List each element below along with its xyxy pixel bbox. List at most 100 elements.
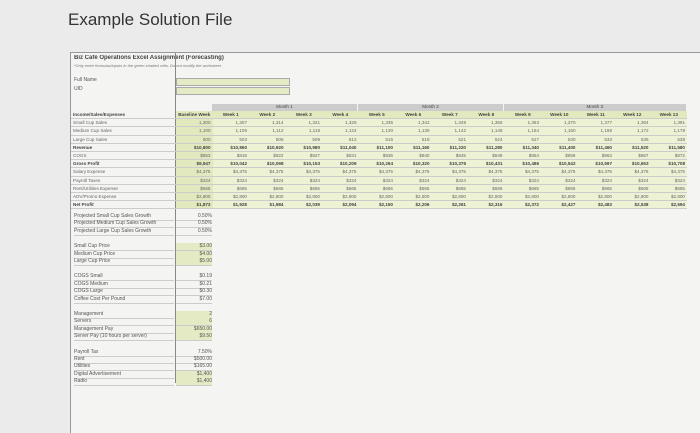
- cell[interactable]: $11,580: [650, 143, 687, 152]
- cell[interactable]: $4,375: [614, 167, 651, 177]
- cell[interactable]: $665: [504, 184, 541, 193]
- cell[interactable]: 1,363: [504, 118, 541, 128]
- cell[interactable]: $858: [541, 151, 578, 161]
- assumption-value[interactable]: 0.50%: [176, 228, 212, 236]
- cell[interactable]: $2,039: [285, 200, 322, 210]
- assumption-value[interactable]: $5.00: [176, 258, 212, 266]
- cell[interactable]: $324: [285, 176, 322, 185]
- cell[interactable]: 1,100: [176, 126, 213, 136]
- cell[interactable]: $324: [212, 176, 249, 185]
- cell[interactable]: $10,708: [650, 159, 687, 169]
- cell[interactable]: $324: [504, 176, 541, 185]
- cell[interactable]: $10,597: [577, 159, 614, 169]
- cell[interactable]: $10,264: [358, 159, 395, 169]
- cell[interactable]: 509: [285, 135, 322, 144]
- cell[interactable]: $11,220: [431, 143, 468, 152]
- cell[interactable]: $665: [358, 184, 395, 193]
- cell[interactable]: $665: [614, 184, 651, 193]
- cell[interactable]: $2,150: [358, 200, 395, 210]
- cell[interactable]: $10,375: [431, 159, 468, 169]
- assumption-value[interactable]: 0.50%: [176, 220, 212, 229]
- cell[interactable]: $665: [322, 184, 359, 193]
- cell[interactable]: $818: [212, 151, 249, 161]
- cell[interactable]: $324: [541, 176, 578, 185]
- assumption-value[interactable]: $0.21: [176, 281, 212, 289]
- cell[interactable]: 1,142: [431, 126, 468, 136]
- cell[interactable]: $665: [577, 184, 614, 193]
- cell[interactable]: $2,800: [212, 192, 249, 202]
- cell[interactable]: $4,375: [431, 167, 468, 177]
- cell[interactable]: $10,653: [614, 159, 651, 169]
- cell[interactable]: 1,166: [577, 126, 614, 136]
- assumption-value[interactable]: $0.19: [176, 273, 212, 282]
- cell[interactable]: $665: [468, 184, 505, 193]
- cell[interactable]: 512: [322, 135, 359, 144]
- cell[interactable]: 1,328: [322, 118, 359, 128]
- cell[interactable]: $10,980: [285, 143, 322, 152]
- cell[interactable]: $665: [249, 184, 286, 193]
- cell[interactable]: 536: [614, 135, 651, 144]
- cell[interactable]: $11,040: [322, 143, 359, 152]
- cell[interactable]: $2,206: [395, 200, 432, 210]
- cell[interactable]: $853: [176, 151, 213, 161]
- cell[interactable]: 1,335: [358, 118, 395, 128]
- cell[interactable]: $2,594: [650, 200, 687, 210]
- cell[interactable]: $11,280: [468, 143, 505, 152]
- cell[interactable]: 539: [650, 135, 687, 144]
- cell[interactable]: $11,400: [541, 143, 578, 152]
- cell[interactable]: 521: [431, 135, 468, 144]
- cell[interactable]: $324: [468, 176, 505, 185]
- cell[interactable]: 1,321: [285, 118, 322, 128]
- cell[interactable]: 1,136: [395, 126, 432, 136]
- cell[interactable]: 524: [468, 135, 505, 144]
- cell[interactable]: $324: [176, 176, 213, 185]
- cell[interactable]: $2,261: [431, 200, 468, 210]
- cell[interactable]: 1,130: [358, 126, 395, 136]
- cell[interactable]: $4,375: [577, 167, 614, 177]
- assumption-value[interactable]: $500.00: [176, 356, 212, 364]
- cell[interactable]: 515: [358, 135, 395, 144]
- cell[interactable]: $10,153: [285, 159, 322, 169]
- cell[interactable]: $2,800: [176, 192, 213, 202]
- assumption-value[interactable]: $7.00: [176, 296, 212, 304]
- cell[interactable]: $4,375: [395, 167, 432, 177]
- cell[interactable]: 1,124: [322, 126, 359, 136]
- cell[interactable]: 1,178: [650, 126, 687, 136]
- cell[interactable]: $665: [395, 184, 432, 193]
- cell[interactable]: $2,483: [577, 200, 614, 210]
- cell[interactable]: $11,460: [577, 143, 614, 152]
- cell[interactable]: 1,154: [504, 126, 541, 136]
- cell[interactable]: 1,300: [176, 118, 213, 128]
- cell[interactable]: 1,370: [541, 118, 578, 128]
- cell[interactable]: $324: [577, 176, 614, 185]
- cell[interactable]: 1,342: [395, 118, 432, 128]
- cell[interactable]: $872: [650, 151, 687, 161]
- cell[interactable]: 1,112: [249, 126, 286, 136]
- cell[interactable]: $4,375: [176, 167, 213, 177]
- cell[interactable]: 1,148: [468, 126, 505, 136]
- cell[interactable]: $11,340: [504, 143, 541, 152]
- cell[interactable]: 1,349: [431, 118, 468, 128]
- cell[interactable]: $2,800: [541, 192, 578, 202]
- cell[interactable]: $11,100: [358, 143, 395, 152]
- cell[interactable]: $2,800: [468, 192, 505, 202]
- cell[interactable]: 1,314: [249, 118, 286, 128]
- cell[interactable]: $836: [358, 151, 395, 161]
- cell[interactable]: $831: [322, 151, 359, 161]
- assumption-value[interactable]: $9.50: [176, 333, 212, 342]
- cell[interactable]: $4,375: [468, 167, 505, 177]
- cell[interactable]: $665: [541, 184, 578, 193]
- cell[interactable]: 527: [504, 135, 541, 144]
- cell[interactable]: $854: [504, 151, 541, 161]
- cell[interactable]: $1,928: [212, 200, 249, 210]
- cell[interactable]: 1,377: [577, 118, 614, 128]
- assumption-value[interactable]: $0.30: [176, 288, 212, 297]
- cell[interactable]: $2,800: [285, 192, 322, 202]
- cell[interactable]: $10,800: [176, 143, 213, 152]
- assumption-value[interactable]: $1,400: [176, 378, 212, 387]
- cell[interactable]: $2,800: [504, 192, 541, 202]
- cell[interactable]: $2,800: [249, 192, 286, 202]
- cell[interactable]: $665: [176, 184, 213, 193]
- cell[interactable]: $849: [468, 151, 505, 161]
- cell[interactable]: $4,375: [249, 167, 286, 177]
